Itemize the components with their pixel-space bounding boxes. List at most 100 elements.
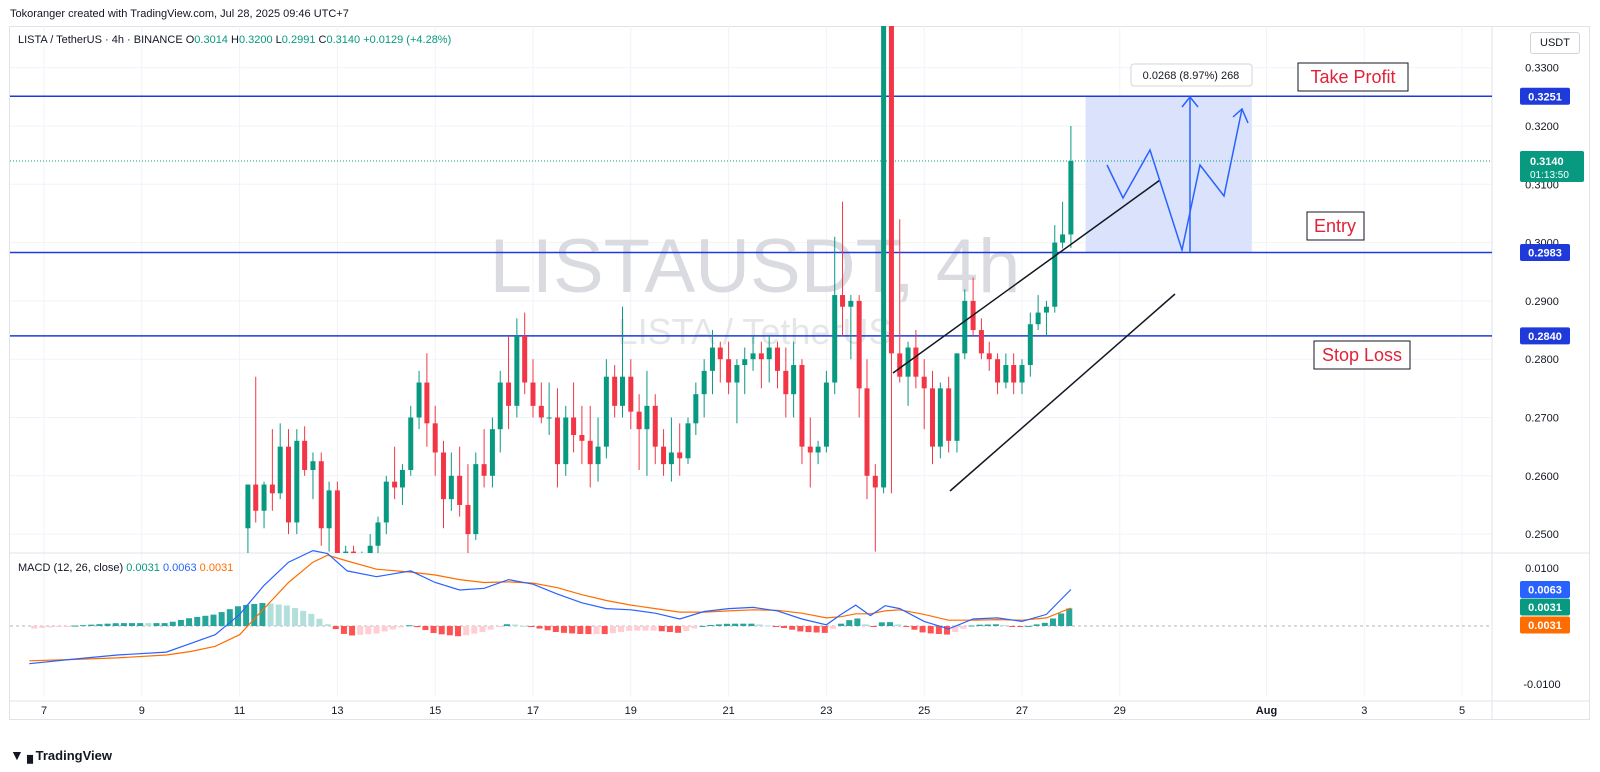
macd-line-tag-bg: [1520, 580, 1570, 598]
candle: [619, 306, 625, 418]
macd-histogram-bar: [47, 626, 54, 628]
target-zone: [1085, 96, 1252, 253]
candle-body: [432, 423, 438, 453]
high-value: 0.3200: [238, 34, 273, 46]
candle: [652, 394, 658, 465]
candle: [946, 376, 952, 453]
candle-body: [1019, 365, 1025, 383]
level-tag-bg: [1520, 87, 1570, 105]
candle-body: [661, 446, 667, 465]
candle-body: [497, 382, 503, 430]
time-axis-tick: 9: [139, 705, 145, 717]
candles: [245, 26, 1074, 553]
candle-body: [913, 347, 919, 377]
entry-label: Entry: [1314, 216, 1356, 236]
macd-histogram-bar: [756, 624, 763, 626]
macd-legend[interactable]: MACD (12, 26, close) 0.0031 0.0063 0.003…: [18, 562, 233, 574]
time-axis-tick: 13: [331, 705, 343, 717]
macd-axis-tick: -0.0100: [1523, 679, 1560, 691]
macd-histogram-bar: [512, 624, 519, 626]
macd-histogram-bar: [1033, 624, 1040, 626]
macd-histogram-bar: [455, 626, 462, 637]
macd-histogram-bar: [267, 603, 274, 626]
macd-histogram-bar: [984, 624, 991, 626]
macd-histogram-bar: [927, 626, 934, 634]
macd-histogram-bar: [992, 624, 999, 626]
macd-line: [29, 549, 1072, 665]
candle: [253, 376, 259, 523]
candle: [905, 341, 911, 406]
macd-histogram-bar: [308, 613, 315, 626]
macd-name: MACD (12, 26, close): [18, 562, 124, 574]
candle: [245, 484, 251, 553]
macd-histogram-bar: [283, 605, 290, 626]
candle: [872, 464, 878, 552]
macd-hist-tag: 0.0031: [1528, 602, 1562, 614]
candle: [383, 475, 389, 535]
macd-histogram-bar: [666, 626, 673, 633]
candle-body: [603, 376, 609, 447]
macd-histogram-bar: [145, 623, 152, 626]
candle: [399, 464, 405, 505]
macd-histogram-bar: [593, 626, 600, 635]
time-axis-tick: 15: [429, 705, 441, 717]
time-axis-tick: 29: [1114, 705, 1126, 717]
candle: [294, 429, 300, 535]
candle-body: [416, 382, 422, 418]
macd-histogram-bar: [186, 618, 193, 626]
level-tag-bg: [1520, 327, 1570, 345]
candle: [1052, 225, 1058, 313]
macd-histogram-bar: [862, 624, 869, 626]
last-price-tag-bg: [1520, 150, 1584, 182]
macd-histogram-bar: [903, 626, 910, 628]
symbol-legend[interactable]: LISTA / TetherUS · 4h · BINANCE O0.3014 …: [18, 34, 451, 46]
candle: [375, 516, 381, 553]
candle: [318, 452, 324, 546]
candle-body: [506, 382, 512, 406]
candle-body: [644, 405, 650, 430]
candle-body: [823, 382, 829, 447]
candle-body: [668, 452, 674, 465]
entry-box: [1306, 211, 1365, 241]
candle: [986, 341, 992, 371]
level-tag: 0.3251: [1528, 91, 1562, 103]
macd-histogram-bar: [878, 622, 885, 626]
time-axis-tick: 17: [527, 705, 539, 717]
candle: [514, 318, 520, 418]
candle: [636, 394, 642, 470]
candle: [1003, 353, 1009, 389]
macd-histogram-bar: [96, 624, 103, 626]
candle: [701, 359, 707, 418]
candle-body: [343, 551, 349, 553]
change-value: +0.0129 (+4.28%): [363, 34, 452, 46]
macd-histogram-bar: [300, 610, 307, 626]
candle-body: [286, 446, 291, 523]
tradingview-footer[interactable]: ▼▗ TradingView: [10, 747, 112, 764]
macd-histogram-bar: [895, 624, 902, 626]
macd-histogram-bar: [813, 626, 820, 633]
macd-signal-tag: 0.0031: [1528, 620, 1562, 632]
candle: [497, 370, 503, 453]
candle-body: [1043, 306, 1049, 313]
candle-body: [302, 440, 308, 470]
upper-trend-line: [892, 179, 1161, 374]
candle-body: [978, 330, 984, 354]
candle-body: [538, 405, 544, 418]
candle: [628, 359, 634, 430]
chart-frame: [9, 26, 1590, 720]
time-axis-tick: 5: [1459, 705, 1465, 717]
candle: [302, 426, 308, 476]
candle: [448, 452, 454, 511]
macd-histogram-bar: [137, 623, 144, 626]
candle: [848, 295, 854, 360]
candle-body: [465, 504, 471, 535]
macd-histogram-bar: [177, 619, 184, 626]
macd-histogram-bar: [31, 626, 38, 629]
candle-body: [294, 440, 300, 523]
currency-button[interactable]: USDT: [1530, 32, 1580, 54]
time-axis-tick: 23: [820, 705, 832, 717]
candle-body: [888, 26, 894, 354]
candle-body: [277, 446, 283, 494]
macd-histogram-bar: [357, 626, 364, 635]
